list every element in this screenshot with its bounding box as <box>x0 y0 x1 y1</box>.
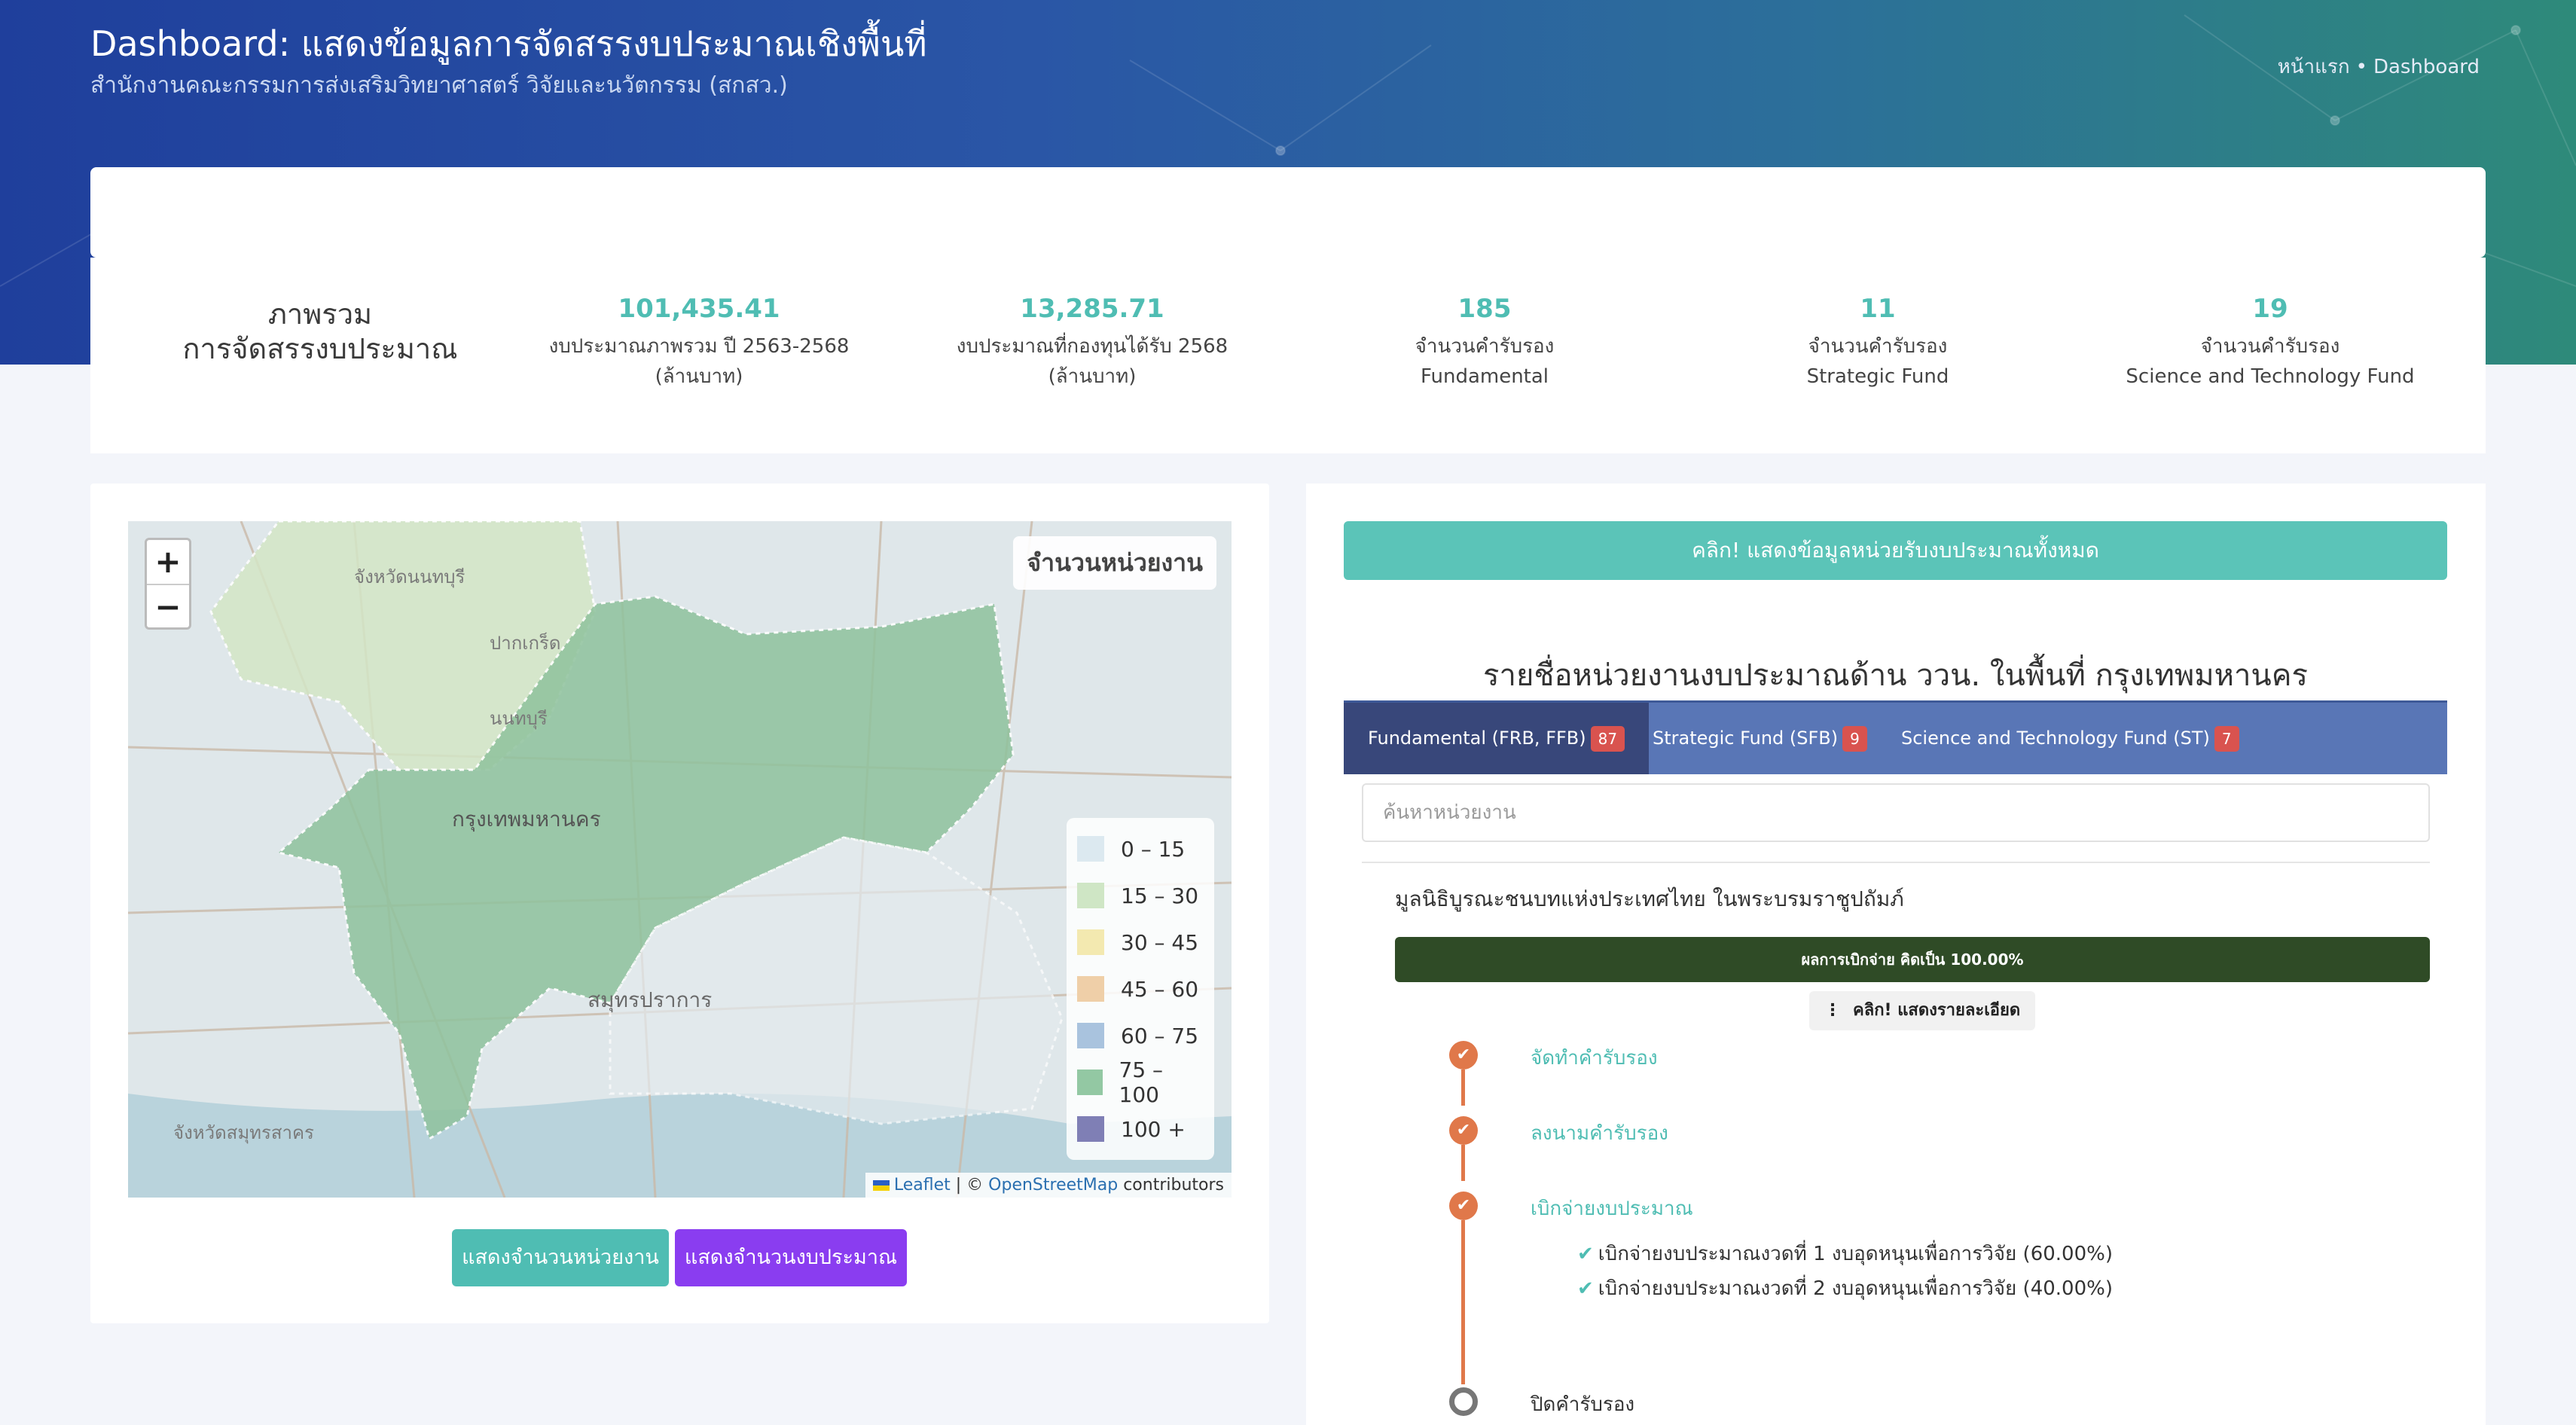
show-details-button[interactable]: ⋮ คลิก! แสดงรายละเอียด <box>1809 991 2036 1030</box>
timeline-connector <box>1461 1145 1465 1181</box>
legend-label: 75 – 100 <box>1119 1057 1164 1107</box>
legend-item: 0 – 15 <box>1077 825 1204 872</box>
stat-value: 11 <box>1860 294 1896 324</box>
stat-label: จำนวนคำรับรอง Science and Technology Fund <box>2126 335 2415 388</box>
map-attribution: Leaflet | © OpenStreetMap contributors <box>865 1173 1232 1198</box>
legend-label: 45 – 60 <box>1121 976 1199 1002</box>
breadcrumb-home-link[interactable]: หน้าแรก <box>2277 56 2350 78</box>
legend-item: 60 – 75 <box>1077 1012 1204 1059</box>
zoom-control: + − <box>145 538 191 630</box>
legend-item: 30 – 45 <box>1077 919 1204 966</box>
place-label: สมุทรปราการ <box>588 987 712 1013</box>
show-units-button[interactable]: แสดงจำนวนหน่วยงาน <box>452 1229 669 1286</box>
stat-total-budget: 101,435.41 งบประมาณภาพรวม ปี 2563-2568 (ล… <box>518 294 880 392</box>
map-legend: 0 – 15 15 – 30 30 – 45 45 – 60 60 – 75 75 – 1… <box>1067 818 1214 1160</box>
stat-label: งบประมาณภาพรวม ปี 2563-2568 (ล้านบาท) <box>548 335 850 388</box>
stat-value: 101,435.41 <box>618 294 780 324</box>
region-samut-prakan <box>609 836 1064 1125</box>
timeline-step-sign: ลงนามคำรับรอง <box>1531 1122 1668 1145</box>
timeline-connector <box>1461 1220 1465 1384</box>
stat-value: 185 <box>1457 294 1512 324</box>
progress-fill: ผลการเบิกจ่าย คิดเป็น 100.00% <box>1395 937 2430 982</box>
check-circle-icon: ✔ <box>1449 1041 1478 1070</box>
timeline-step-create: จัดทำคำรับรอง <box>1531 1047 1658 1070</box>
legend-swatch <box>1077 836 1104 862</box>
organization-list-title: รายชื่อหน่วยงานงบประมาณด้าน ววน. ในพื้นท… <box>1483 658 2308 693</box>
stat-value: 19 <box>2252 294 2288 324</box>
place-label: จังหวัดสมุทรสาคร <box>173 1122 314 1144</box>
legend-label: 60 – 75 <box>1121 1023 1199 1048</box>
fund-tabs: Fundamental (FRB, FFB) 87 Strategic Fund … <box>1344 700 2447 774</box>
divider <box>1362 862 2430 863</box>
disbursement-item: ✔ เบิกจ่ายงบประมาณงวดที่ 2 งบอุดหนุนเพื่อ… <box>1577 1277 2113 1300</box>
count-badge: 9 <box>1842 726 1867 752</box>
overview-title: ภาพรวม การจัดสรรงบประมาณ <box>173 297 467 366</box>
top-card <box>90 167 2486 258</box>
tab-fundamental[interactable]: Fundamental (FRB, FFB) 87 <box>1344 703 1650 774</box>
zoom-out-button[interactable]: − <box>147 584 189 627</box>
tab-strategic-fund[interactable]: Strategic Fund (SFB) 9 <box>1628 703 1891 774</box>
legend-label: 15 – 30 <box>1121 883 1199 908</box>
overview-title-line1: ภาพรวม <box>267 298 373 331</box>
legend-item: 45 – 60 <box>1077 966 1204 1012</box>
stat-label: จำนวนคำรับรอง Fundamental <box>1415 335 1555 388</box>
legend-label: 0 – 15 <box>1121 836 1186 862</box>
tab-science-technology-fund[interactable]: Science and Technology Fund (ST) 7 <box>1877 703 2263 774</box>
openstreetmap-link[interactable]: OpenStreetMap <box>988 1176 1119 1195</box>
region-bangkok <box>276 595 1015 1141</box>
legend-item: 75 – 100 <box>1077 1057 1204 1107</box>
timeline-step-close: ปิดคำรับรอง <box>1531 1393 1635 1416</box>
legend-item: 100 + <box>1077 1106 1204 1152</box>
organization-search-input[interactable] <box>1362 783 2430 842</box>
legend-swatch <box>1077 976 1104 1002</box>
place-label: จังหวัดนนทบุรี <box>354 566 465 588</box>
check-icon: ✔ <box>1577 1277 1594 1300</box>
map-tiles: จังหวัดนนทบุรี ปากเกร็ด นนทบุรี กรุงเทพม… <box>128 521 1232 1198</box>
legend-label: 30 – 45 <box>1121 929 1199 955</box>
breadcrumb-current: Dashboard <box>2373 56 2480 78</box>
breadcrumb: หน้าแรก • Dashboard <box>2278 51 2480 82</box>
stat-fundamental-count: 185 จำนวนคำรับรอง Fundamental <box>1304 294 1665 392</box>
kebab-icon: ⋮ <box>1824 1001 1841 1020</box>
stat-value: 13,285.71 <box>1020 294 1164 324</box>
check-circle-icon: ✔ <box>1449 1192 1478 1220</box>
organization-name: มูลนิธิบูรณะชนบทแห่งประเทศไทย ในพระบรมรา… <box>1395 886 1904 911</box>
timeline-connector <box>1461 1070 1465 1106</box>
page-subtitle: สำนักงานคณะกรรมการส่งเสริมวิทยาศาสตร์ วิ… <box>90 72 788 99</box>
choropleth-map[interactable]: จังหวัดนนทบุรี ปากเกร็ด นนทบุรี กรุงเทพม… <box>128 521 1232 1198</box>
legend-swatch <box>1077 1070 1103 1095</box>
overview-stats-card: ภาพรวม การจัดสรรงบประมาณ 101,435.41 งบปร… <box>90 258 2486 453</box>
stat-fund-budget: 13,285.71 งบประมาณที่กองทุนได้รับ 2568 (ล… <box>911 294 1273 392</box>
disbursement-item: ✔ เบิกจ่ายงบประมาณงวดที่ 1 งบอุดหนุนเพื่อ… <box>1577 1243 2113 1265</box>
show-budget-button[interactable]: แสดงจำนวนงบประมาณ <box>675 1229 907 1286</box>
legend-item: 15 – 30 <box>1077 872 1204 919</box>
breadcrumb-separator: • <box>2355 56 2367 78</box>
place-label: นนทบุรี <box>490 708 548 730</box>
open-circle-icon <box>1449 1387 1478 1416</box>
disbursement-progress-bar: ผลการเบิกจ่าย คิดเป็น 100.00% <box>1395 937 2430 982</box>
legend-swatch <box>1077 1116 1104 1142</box>
stat-label: งบประมาณที่กองทุนได้รับ 2568 (ล้านบาท) <box>956 335 1228 388</box>
stat-label: จำนวนคำรับรอง Strategic Fund <box>1806 335 1949 388</box>
leaflet-link[interactable]: Leaflet <box>893 1176 951 1195</box>
page-title: Dashboard: แสดงข้อมูลการจัดสรรงบประมาณเช… <box>90 23 927 64</box>
check-circle-icon: ✔ <box>1449 1116 1478 1145</box>
place-label: กรุงเทพมหานคร <box>452 807 601 832</box>
count-badge: 7 <box>2214 726 2239 752</box>
overview-title-line2: การจัดสรรงบประมาณ <box>182 332 458 365</box>
legend-label: 100 + <box>1121 1116 1186 1142</box>
legend-swatch <box>1077 883 1104 908</box>
stat-strategic-count: 11 จำนวนคำรับรอง Strategic Fund <box>1697 294 2059 392</box>
map-info-title: จำนวนหน่วยงาน <box>1013 536 1216 590</box>
legend-swatch <box>1077 929 1104 955</box>
show-all-organizations-button[interactable]: คลิก! แสดงข้อมูลหน่วยรับงบประมาณทั้งหมด <box>1344 521 2447 580</box>
legend-swatch <box>1077 1023 1104 1048</box>
count-badge: 87 <box>1590 726 1625 752</box>
timeline-step-disburse: เบิกจ่ายงบประมาณ <box>1531 1198 1693 1220</box>
stat-st-fund-count: 19 จำนวนคำรับรอง Science and Technology F… <box>2089 294 2451 392</box>
ukraine-flag-icon <box>872 1180 890 1191</box>
zoom-in-button[interactable]: + <box>154 543 182 580</box>
check-icon: ✔ <box>1577 1243 1594 1265</box>
place-label: ปากเกร็ด <box>490 632 560 654</box>
